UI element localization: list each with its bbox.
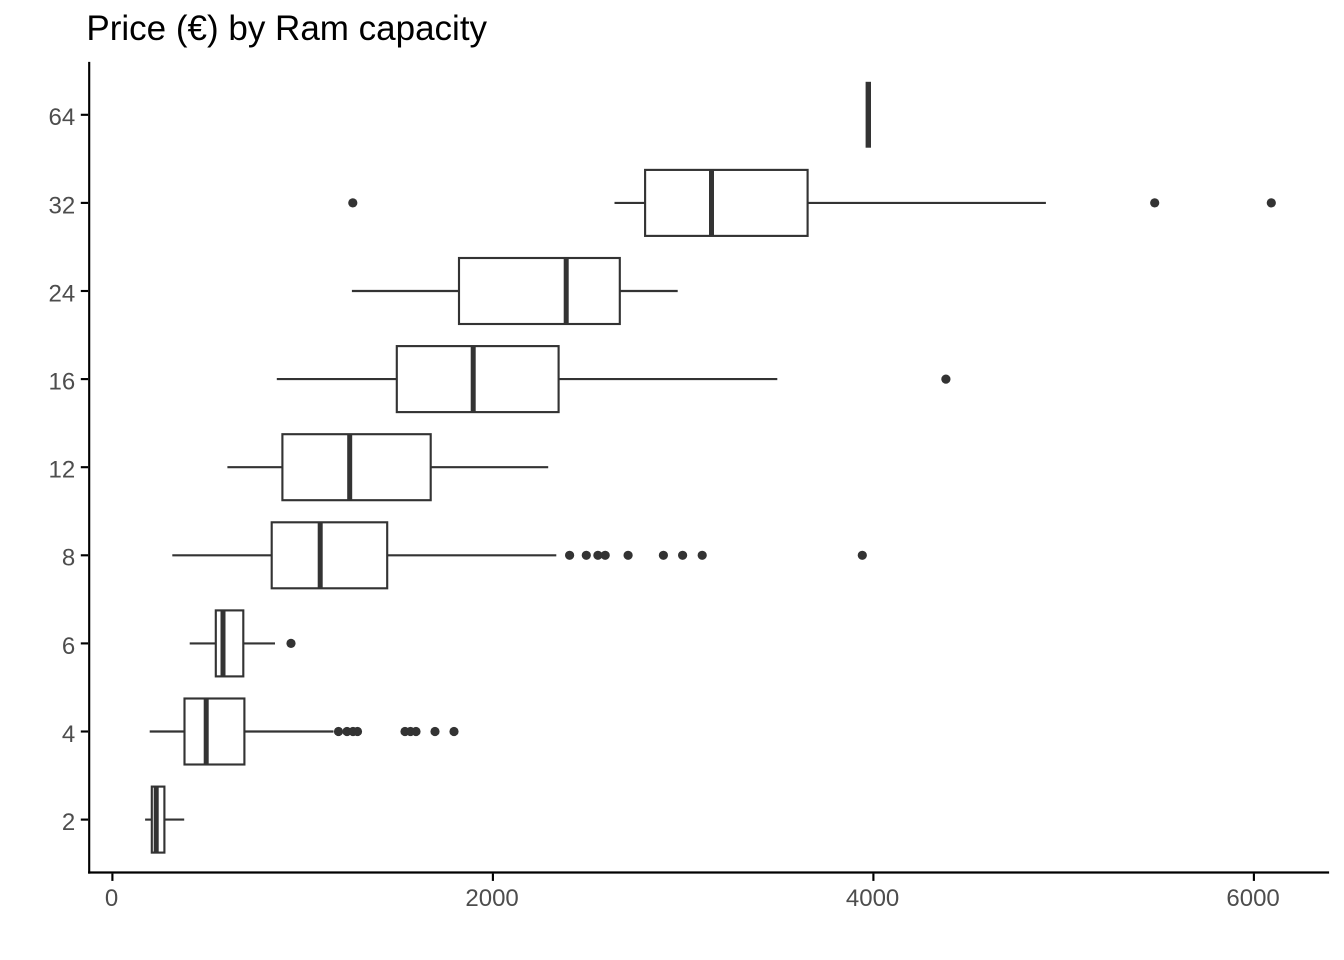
svg-text:6000: 6000: [1226, 885, 1279, 912]
svg-text:4: 4: [62, 721, 75, 748]
svg-text:12: 12: [48, 457, 75, 484]
svg-text:8: 8: [62, 545, 75, 572]
svg-text:64: 64: [48, 104, 75, 131]
svg-text:16: 16: [48, 369, 75, 396]
svg-text:Price (€) by Ram capacity: Price (€) by Ram capacity: [86, 9, 487, 48]
svg-text:32: 32: [48, 192, 75, 219]
svg-text:24: 24: [48, 280, 75, 307]
svg-text:0: 0: [105, 885, 118, 912]
svg-text:2: 2: [62, 809, 75, 836]
svg-text:6: 6: [62, 633, 75, 660]
svg-text:2000: 2000: [465, 885, 518, 912]
svg-text:4000: 4000: [846, 885, 899, 912]
